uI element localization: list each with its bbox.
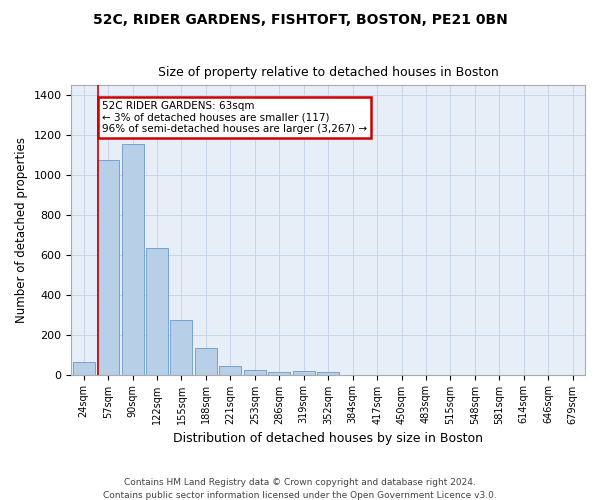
Bar — [317, 372, 339, 374]
Bar — [122, 144, 143, 374]
Bar — [170, 320, 193, 374]
Bar — [73, 362, 95, 374]
Y-axis label: Number of detached properties: Number of detached properties — [15, 136, 28, 322]
Bar — [244, 370, 266, 374]
Bar — [293, 371, 315, 374]
Bar — [195, 348, 217, 374]
Bar — [268, 372, 290, 374]
Text: Contains HM Land Registry data © Crown copyright and database right 2024.
Contai: Contains HM Land Registry data © Crown c… — [103, 478, 497, 500]
Title: Size of property relative to detached houses in Boston: Size of property relative to detached ho… — [158, 66, 499, 80]
Bar — [220, 366, 241, 374]
Text: 52C, RIDER GARDENS, FISHTOFT, BOSTON, PE21 0BN: 52C, RIDER GARDENS, FISHTOFT, BOSTON, PE… — [92, 12, 508, 26]
Bar — [97, 160, 119, 374]
X-axis label: Distribution of detached houses by size in Boston: Distribution of detached houses by size … — [173, 432, 483, 445]
Bar — [146, 248, 168, 374]
Text: 52C RIDER GARDENS: 63sqm
← 3% of detached houses are smaller (117)
96% of semi-d: 52C RIDER GARDENS: 63sqm ← 3% of detache… — [102, 101, 367, 134]
